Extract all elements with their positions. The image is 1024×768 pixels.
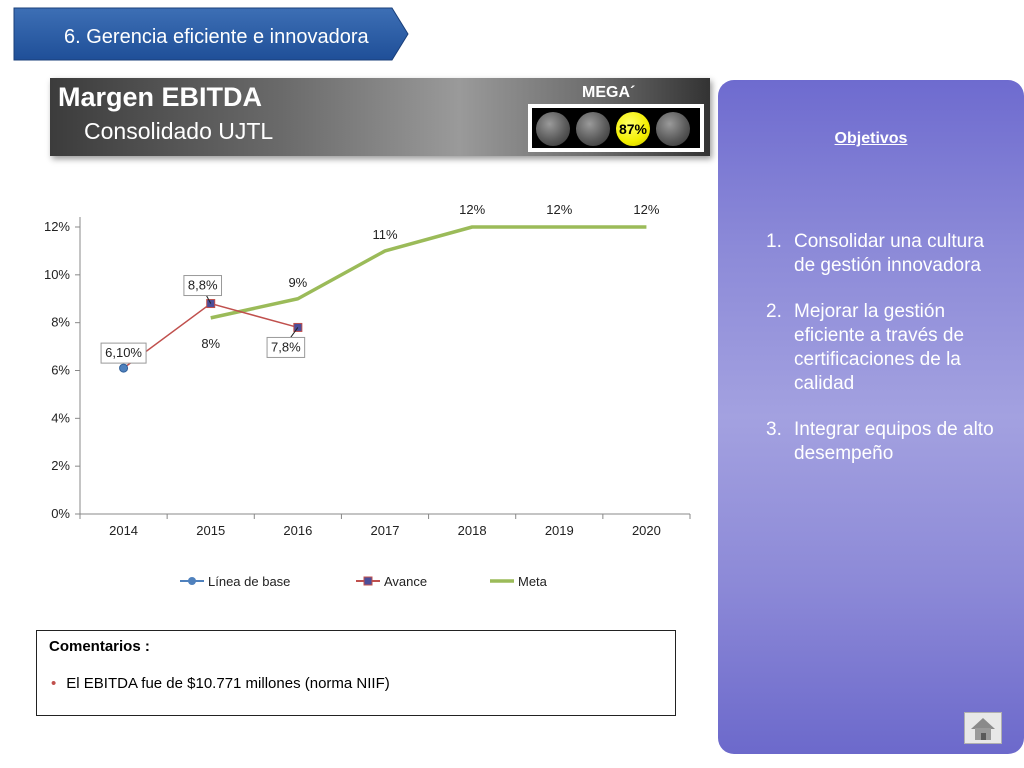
comment-item: • El EBITDA fue de $10.771 millones (norm… [51, 675, 390, 692]
x-tick-label: 2019 [545, 523, 574, 538]
data-label-box [183, 275, 223, 297]
light-active-indicator: 87% [616, 112, 650, 146]
x-tick-label: 2020 [632, 523, 661, 538]
mega-label: MEGA´ [582, 84, 636, 101]
y-tick-label: 0% [51, 506, 70, 521]
home-button[interactable] [964, 712, 1002, 744]
data-label: 11% [372, 227, 397, 242]
data-label-leader [290, 327, 299, 338]
y-tick-label: 8% [51, 315, 70, 330]
comments-box: Comentarios : • El EBITDA fue de $10.771 … [36, 630, 676, 716]
objective-number: 1. [766, 231, 782, 252]
objective-item: 3. Integrar equipos de alto desempeño [766, 418, 1006, 466]
y-tick-label: 10% [44, 267, 70, 282]
data-point-baseline [119, 363, 129, 373]
line-chart: 0% 2% 4% 6% 8% 10% 12% 2014 2015 2016 2017 2018 2019… [30, 192, 706, 610]
comment-text: El EBITDA fue de $10.771 millones (norma… [66, 675, 390, 692]
data-label: 9% [288, 275, 307, 290]
objectives-title: Objetivos [834, 130, 908, 147]
objective-item: 2. Mejorar la gestión eficiente a través … [766, 300, 1006, 396]
light-off-icon [656, 112, 690, 146]
page-title: Margen EBITDA [58, 82, 263, 112]
objective-text: Mejorar la gestión eficiente a través de… [794, 301, 965, 394]
series-line-meta [210, 225, 647, 320]
data-label-box [100, 342, 147, 364]
x-tick-label: 2016 [283, 523, 312, 538]
data-label: 6,10% [105, 345, 142, 360]
objective-number: 3. [766, 419, 782, 440]
data-label: 12% [546, 202, 572, 217]
y-tick-label: 4% [51, 410, 70, 425]
objective-text: Integrar equipos de alto desempeño [794, 419, 994, 464]
y-tick-label: 12% [44, 219, 70, 234]
legend-marker [188, 577, 196, 585]
section-banner: 6. Gerencia eficiente e innovadora [12, 6, 410, 62]
home-icon [971, 718, 995, 740]
objective-item: 1. Consolidar una cultura de gestión inno… [766, 230, 1006, 278]
comments-title: Comentarios : [49, 638, 150, 655]
indicator-value: 87% [618, 121, 648, 137]
traffic-light-frame: 87% [532, 108, 700, 148]
data-label: 7,8% [271, 339, 301, 354]
legend-label: Meta [518, 574, 548, 589]
data-label: 8,8% [188, 278, 218, 293]
section-banner-shape [13, 7, 409, 61]
data-label: 12% [459, 202, 485, 217]
data-label-box [266, 336, 306, 358]
legend-marker [363, 576, 373, 586]
chart-svg: 0% 2% 4% 6% 8% 10% 12% 2014 2015 2016 2017 2018 2019… [44, 202, 691, 589]
x-tick-label: 2014 [109, 523, 138, 538]
title-box: Margen EBITDA Consolidado UJTL MEGA´ 87% [50, 78, 710, 156]
legend-label: Línea de base [208, 574, 290, 589]
x-tick-label: 2018 [458, 523, 487, 538]
page-subtitle: Consolidado UJTL [84, 118, 274, 144]
bullet-icon: • [51, 675, 57, 692]
y-tick-label: 2% [51, 458, 70, 473]
x-tick-label: 2017 [371, 523, 400, 538]
y-tick-label: 6% [51, 363, 70, 378]
data-label: 8% [201, 336, 220, 351]
objectives-panel: Objetivos 1. Consolidar una cultura de ge… [718, 80, 1024, 754]
legend-label: Avance [384, 574, 427, 589]
objectives-list: 1. Consolidar una cultura de gestión inno… [766, 230, 1006, 488]
traffic-light-panel: 87% [528, 104, 704, 152]
light-off-icon [536, 112, 570, 146]
light-off-icon [576, 112, 610, 146]
section-label: 6. Gerencia eficiente e innovadora [64, 26, 369, 48]
data-label: 12% [633, 202, 659, 217]
objective-number: 2. [766, 301, 782, 322]
x-tick-label: 2015 [196, 523, 225, 538]
objective-text: Consolidar una cultura de gestión innova… [794, 231, 985, 276]
